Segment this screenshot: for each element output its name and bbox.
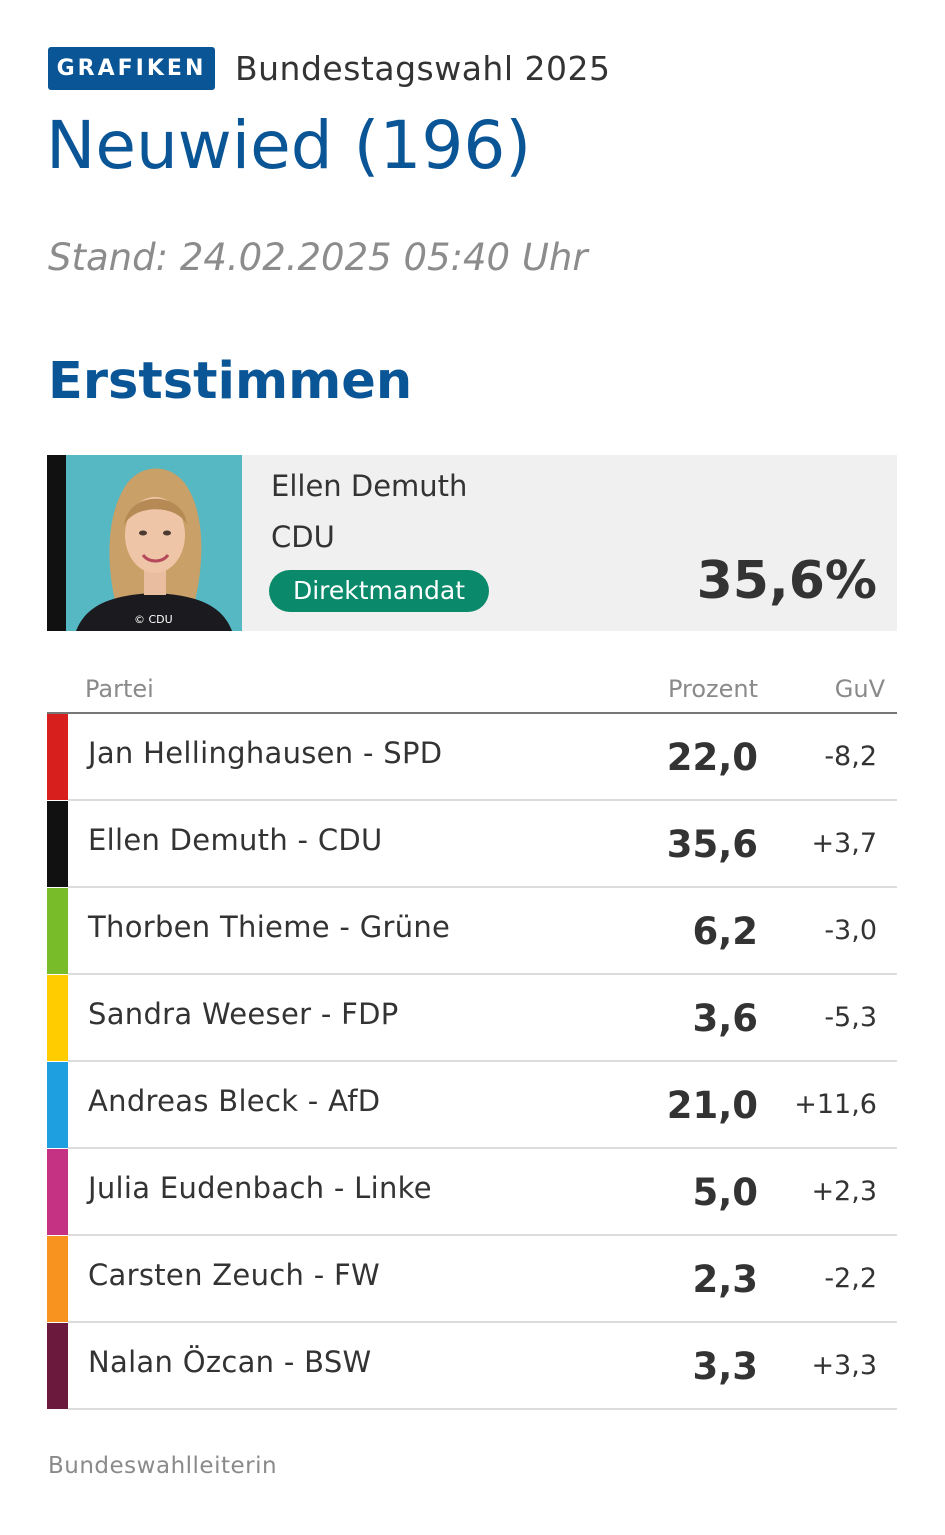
winner-card: © CDU Ellen Demuth CDU Direktmandat 35,6… [47, 455, 897, 631]
winner-name: Ellen Demuth [271, 469, 468, 503]
table-row: Nalan Özcan - BSW 3,3 +3,3 [47, 1323, 897, 1410]
party-color-stripe [47, 888, 68, 974]
guv-value: +11,6 [794, 1089, 877, 1120]
candidate-photo: © CDU [66, 455, 242, 631]
candidate-party-label: Jan Hellinghausen - SPD [88, 736, 443, 770]
percent-value: 22,0 [666, 736, 758, 779]
candidate-party-label: Ellen Demuth - CDU [88, 823, 383, 857]
section-title: Erststimmen [48, 352, 413, 411]
guv-value: +2,3 [811, 1176, 877, 1207]
row-divider [68, 1408, 897, 1410]
category-badge[interactable]: GRAFIKEN [48, 47, 215, 90]
guv-value: -5,3 [824, 1002, 877, 1033]
guv-value: -8,2 [824, 741, 877, 772]
column-header-guv: GuV [834, 675, 885, 703]
percent-value: 3,6 [692, 997, 758, 1040]
kicker-text: Bundestagswahl 2025 [235, 49, 611, 88]
percent-value: 21,0 [666, 1084, 758, 1127]
winner-party-stripe [47, 455, 66, 631]
table-row: Andreas Bleck - AfD 21,0 +11,6 [47, 1062, 897, 1149]
winner-party: CDU [271, 520, 335, 554]
candidate-party-label: Sandra Weeser - FDP [88, 997, 399, 1031]
table-header: Partei Prozent GuV [47, 670, 897, 714]
table-row: Jan Hellinghausen - SPD 22,0 -8,2 [47, 714, 897, 801]
row-divider [68, 1321, 897, 1323]
party-color-stripe [47, 1149, 68, 1235]
direktmandat-badge: Direktmandat [269, 570, 489, 612]
party-color-stripe [47, 1062, 68, 1148]
percent-value: 3,3 [692, 1345, 758, 1388]
source-note: Bundeswahlleiterin [48, 1453, 278, 1479]
photo-credit: © CDU [134, 613, 173, 626]
percent-value: 5,0 [692, 1171, 758, 1214]
party-color-stripe [47, 1236, 68, 1322]
results-table: Jan Hellinghausen - SPD 22,0 -8,2 Ellen Dem… [47, 714, 897, 1410]
table-row: Julia Eudenbach - Linke 5,0 +2,3 [47, 1149, 897, 1236]
candidate-party-label: Nalan Özcan - BSW [88, 1345, 372, 1379]
percent-value: 6,2 [692, 910, 758, 953]
header-topline: GRAFIKEN Bundestagswahl 2025 [48, 47, 610, 90]
percent-value: 2,3 [692, 1258, 758, 1301]
guv-value: -3,0 [824, 915, 877, 946]
guv-value: +3,7 [811, 828, 877, 859]
table-row: Ellen Demuth - CDU 35,6 +3,7 [47, 801, 897, 888]
row-divider [68, 1234, 897, 1236]
portrait-image [66, 455, 242, 631]
party-color-stripe [47, 975, 68, 1061]
winner-percent: 35,6% [696, 551, 877, 611]
row-divider [68, 1060, 897, 1062]
candidate-party-label: Julia Eudenbach - Linke [88, 1171, 432, 1205]
candidate-party-label: Andreas Bleck - AfD [88, 1084, 381, 1118]
table-row: Carsten Zeuch - FW 2,3 -2,2 [47, 1236, 897, 1323]
timestamp: Stand: 24.02.2025 05:40 Uhr [48, 236, 588, 279]
column-header-party: Partei [85, 675, 154, 703]
row-divider [68, 973, 897, 975]
row-divider [68, 799, 897, 801]
candidate-party-label: Thorben Thieme - Grüne [88, 910, 451, 944]
percent-value: 35,6 [666, 823, 758, 866]
guv-value: -2,2 [824, 1263, 877, 1294]
party-color-stripe [47, 714, 68, 800]
party-color-stripe [47, 801, 68, 887]
page-title: Neuwied (196) [46, 107, 532, 184]
table-row: Sandra Weeser - FDP 3,6 -5,3 [47, 975, 897, 1062]
party-color-stripe [47, 1323, 68, 1409]
candidate-party-label: Carsten Zeuch - FW [88, 1258, 380, 1292]
row-divider [68, 886, 897, 888]
guv-value: +3,3 [811, 1350, 877, 1381]
row-divider [68, 1147, 897, 1149]
table-row: Thorben Thieme - Grüne 6,2 -3,0 [47, 888, 897, 975]
column-header-percent: Prozent [667, 675, 758, 703]
